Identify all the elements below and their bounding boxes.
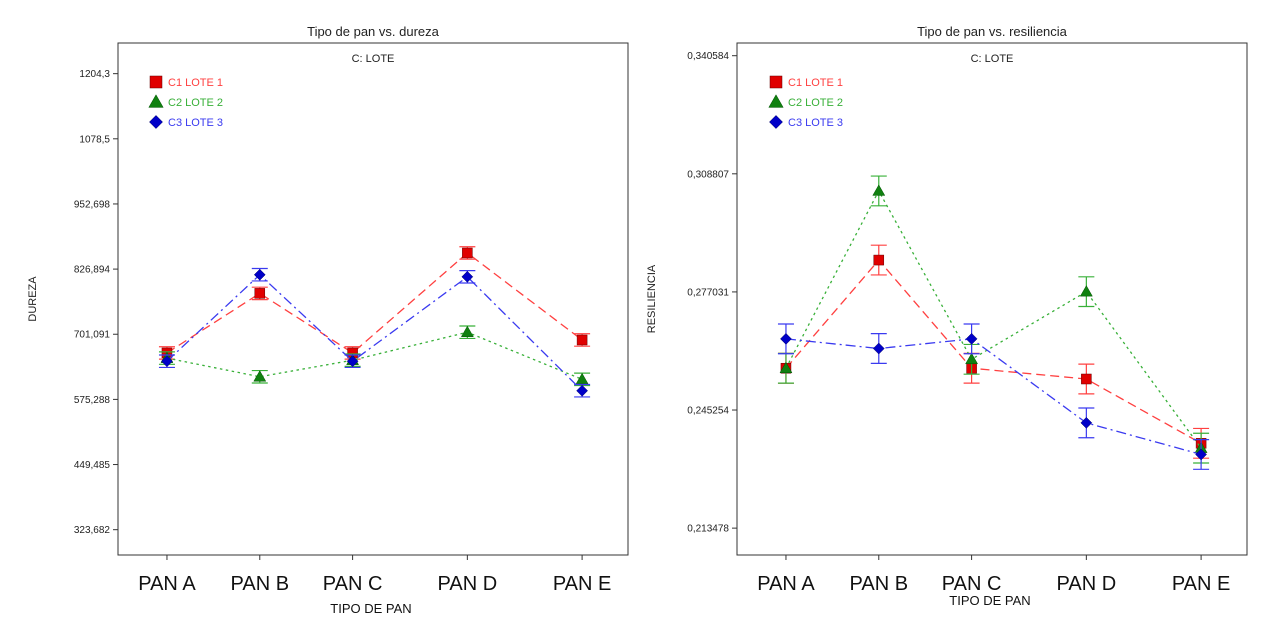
data-point xyxy=(780,333,791,344)
chart-dureza: Tipo de pan vs. dureza DUREZA 1204,3 1078,5… xyxy=(27,24,628,616)
series-line xyxy=(167,332,582,379)
legend-entry: C1 LOTE 1 xyxy=(168,77,223,89)
x-axis-label: TIPO DE PAN xyxy=(330,601,411,616)
data-point xyxy=(576,373,588,384)
y-axis-label: DUREZA xyxy=(27,276,39,322)
data-point xyxy=(1081,374,1091,384)
legend-entry: C2 LOTE 2 xyxy=(788,97,843,109)
data-point xyxy=(966,333,977,344)
legend-marker xyxy=(149,95,163,108)
chart-title: Tipo de pan vs. resiliencia xyxy=(917,24,1068,39)
legend-entry: C1 LOTE 1 xyxy=(788,77,843,89)
x-tick-label: PAN E xyxy=(1172,573,1231,595)
chart-resiliencia: Tipo de pan vs. resiliencia RESILIENCIA 0,… xyxy=(646,24,1247,608)
legend-entry: C3 LOTE 3 xyxy=(788,117,843,129)
legend-entry: C2 LOTE 2 xyxy=(168,97,223,109)
x-tick-label: PAN A xyxy=(138,573,196,595)
legend-marker xyxy=(770,76,782,88)
y-tick-label: 0,245254 xyxy=(687,406,729,417)
legend-marker xyxy=(769,95,783,108)
legend-title: C: LOTE xyxy=(971,53,1014,65)
data-point xyxy=(461,326,473,337)
x-tick-label: PAN D xyxy=(438,573,498,595)
data-point xyxy=(1081,417,1092,428)
y-tick-label: 826,894 xyxy=(74,265,111,276)
x-axis-label: TIPO DE PAN xyxy=(949,593,1030,608)
legend-marker xyxy=(149,115,162,128)
x-tick-label: PAN C xyxy=(323,573,383,595)
chart-title: Tipo de pan vs. dureza xyxy=(307,24,440,39)
legend-marker xyxy=(769,115,782,128)
data-point xyxy=(577,385,588,396)
y-tick-label: 0,277031 xyxy=(687,287,729,298)
y-tick-label: 1204,3 xyxy=(79,69,110,80)
y-tick-label: 323,682 xyxy=(74,525,111,536)
x-tick-label: PAN A xyxy=(757,573,815,595)
y-tick-label: 449,485 xyxy=(74,460,111,471)
data-point xyxy=(874,255,884,265)
series-line xyxy=(786,339,1201,455)
y-tick-label: 952,698 xyxy=(74,199,111,210)
data-point xyxy=(462,248,472,258)
y-tick-label: 0,340584 xyxy=(687,51,729,62)
y-tick-label: 1078,5 xyxy=(79,134,110,145)
legend-marker xyxy=(150,76,162,88)
y-tick-label: 0,213478 xyxy=(687,524,729,535)
data-point xyxy=(255,288,265,298)
data-point xyxy=(873,343,884,354)
x-tick-label: PAN B xyxy=(231,573,290,595)
x-tick-label: PAN B xyxy=(850,573,909,595)
legend-title: C: LOTE xyxy=(352,53,395,65)
series-line xyxy=(786,191,1201,448)
y-tick-label: 575,288 xyxy=(74,395,111,406)
x-tick-label: PAN E xyxy=(553,573,612,595)
data-point xyxy=(873,185,885,196)
legend-entry: C3 LOTE 3 xyxy=(168,117,223,129)
y-tick-label: 701,091 xyxy=(74,330,111,341)
x-tick-label: PAN C xyxy=(942,573,1002,595)
data-point xyxy=(1080,286,1092,297)
data-point xyxy=(577,335,587,345)
data-point xyxy=(966,353,978,364)
y-tick-label: 0,308807 xyxy=(687,169,729,180)
y-axis-label: RESILIENCIA xyxy=(646,264,658,333)
series-line xyxy=(786,260,1201,443)
x-tick-label: PAN D xyxy=(1057,573,1117,595)
